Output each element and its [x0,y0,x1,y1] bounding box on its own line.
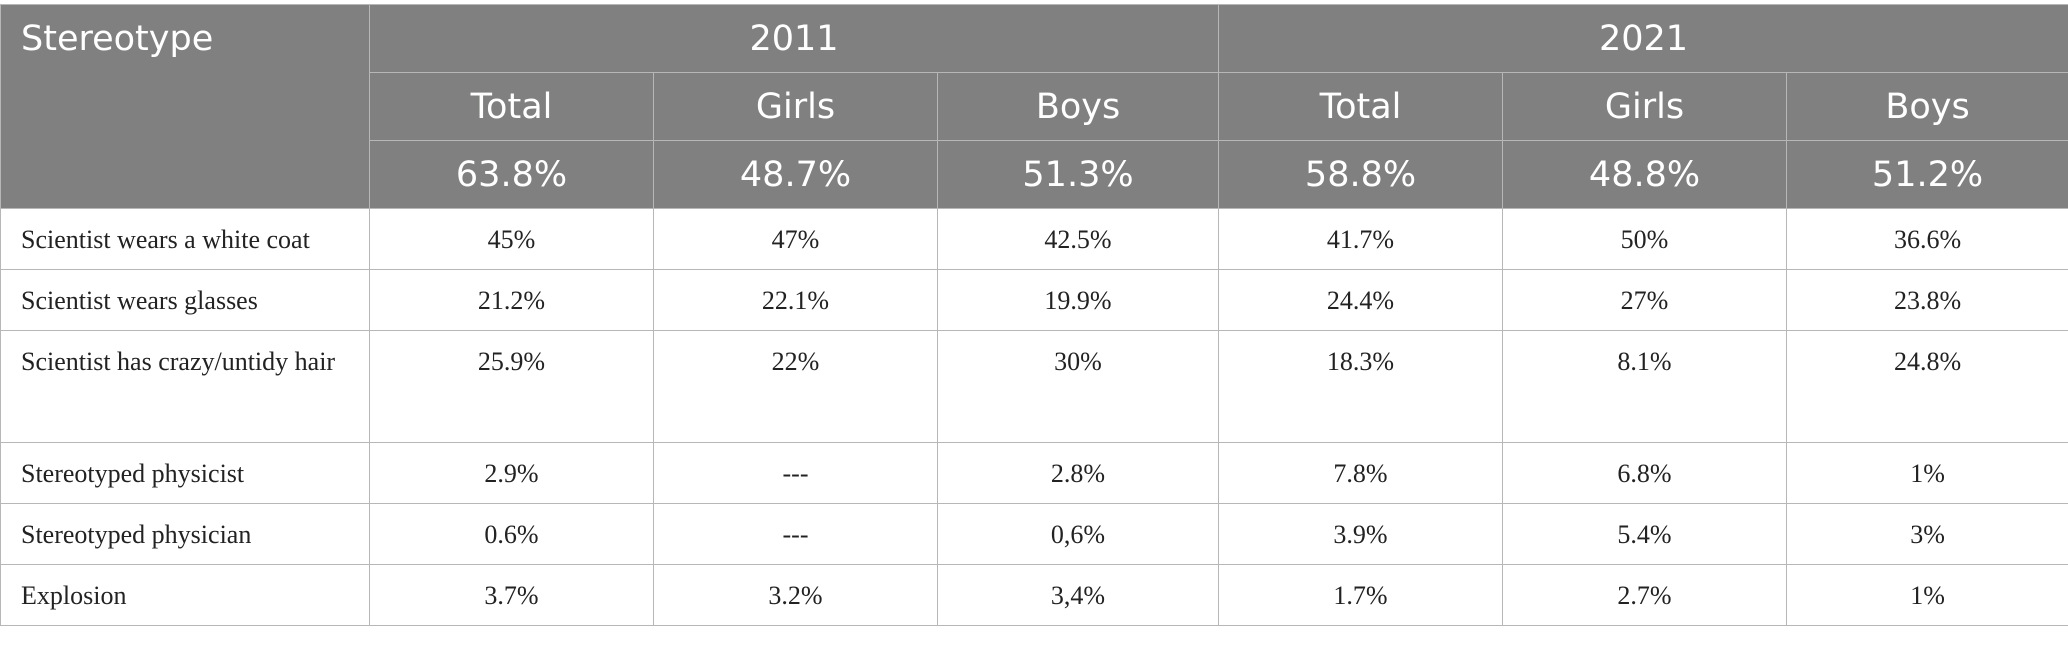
table-row: Scientist wears a white coat 45% 47% 42.… [0,208,2068,270]
table-cell: 18.3% [1218,330,1504,443]
sample-percent-row: 63.8% 48.7% 51.3% 58.8% 48.8% 51.2% [1,140,2068,209]
table-cell: 1.7% [1218,564,1504,626]
group-header-row: Total Girls Boys Total Girls Boys [1,72,2068,141]
table-cell: 45% [369,208,654,270]
table-cell: 0,6% [936,503,1220,565]
table-cell: 1% [1786,564,2068,626]
table-cell: 3,4% [936,564,1220,626]
table-cell: 25.9% [369,330,654,443]
table-cell: 3% [1786,503,2068,565]
table-header: Stereotype 2011 2021 Total Girls Boys To… [0,4,2068,209]
stub-header-cell: Stereotype [0,4,370,209]
table-cell: 22.1% [653,269,938,331]
sample-percent: 51.2% [1786,140,2068,209]
table-cell: 6.8% [1502,442,1788,504]
row-label: Scientist wears a white coat [0,208,370,270]
table-cell: 1% [1786,442,2068,504]
group-header: Total [1218,72,1504,141]
table-cell: 3.2% [653,564,938,626]
sample-percent: 51.3% [936,140,1220,209]
row-label: Scientist has crazy/untidy hair [0,330,370,443]
group-header: Boys [1786,72,2068,141]
table-cell: 2.9% [369,442,654,504]
table-cell: 41.7% [1218,208,1504,270]
table-cell: --- [653,503,938,565]
group-header: Total [369,72,654,141]
group-header: Girls [653,72,938,141]
table-cell: 22% [653,330,938,443]
table-cell: 2.8% [936,442,1220,504]
table-row: Scientist wears glasses 21.2% 22.1% 19.9… [0,269,2068,331]
table-cell: 2.7% [1502,564,1788,626]
table-cell: 27% [1502,269,1788,331]
table-cell: 8.1% [1502,330,1788,443]
table-cell: 36.6% [1786,208,2068,270]
table-cell: 47% [653,208,938,270]
row-label: Stereotyped physician [0,503,370,565]
table-row: Stereotyped physicist 2.9% --- 2.8% 7.8%… [0,442,2068,504]
table-cell: 0.6% [369,503,654,565]
table-cell: 30% [936,330,1220,443]
year-header: 2021 [1218,4,2068,73]
table-cell: 21.2% [369,269,654,331]
sample-percent: 63.8% [369,140,654,209]
table-cell: 3.9% [1218,503,1504,565]
table-cell: 23.8% [1786,269,2068,331]
row-label: Stereotyped physicist [0,442,370,504]
table-body: Scientist wears a white coat 45% 47% 42.… [0,208,2068,626]
table-cell: 7.8% [1218,442,1504,504]
stereotype-table: Stereotype 2011 2021 Total Girls Boys To… [0,4,2068,626]
table-cell: 24.4% [1218,269,1504,331]
row-label: Scientist wears glasses [0,269,370,331]
table-cell: 3.7% [369,564,654,626]
group-header: Girls [1502,72,1788,141]
stub-header-label: Stereotype [21,19,214,59]
year-header: 2011 [368,4,1220,73]
sample-percent: 48.7% [653,140,938,209]
table-row: Explosion 3.7% 3.2% 3,4% 1.7% 2.7% 1% [0,564,2068,626]
sample-percent: 48.8% [1502,140,1788,209]
group-header: Boys [936,72,1220,141]
table-cell: 50% [1502,208,1788,270]
table-cell: 5.4% [1502,503,1788,565]
table-cell: 19.9% [936,269,1220,331]
sample-percent: 58.8% [1218,140,1504,209]
table-row: Scientist has crazy/untidy hair 25.9% 22… [0,330,2068,443]
table-cell: 24.8% [1786,330,2068,443]
table-cell: 42.5% [936,208,1220,270]
year-header-row: Stereotype 2011 2021 [0,4,2068,209]
table-row: Stereotyped physician 0.6% --- 0,6% 3.9%… [0,503,2068,565]
row-label: Explosion [0,564,370,626]
table-cell: --- [653,442,938,504]
